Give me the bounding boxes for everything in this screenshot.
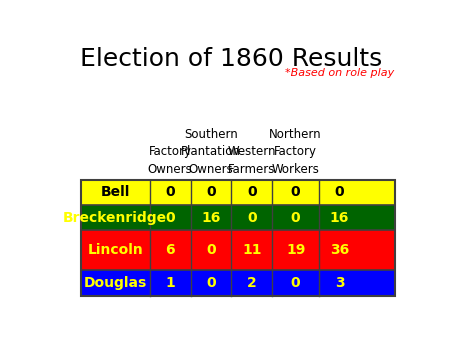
Text: 6: 6 [165,243,175,257]
Text: 0: 0 [165,185,175,199]
Text: Douglas: Douglas [84,276,147,290]
Text: 0: 0 [206,276,216,290]
Text: 0: 0 [247,211,256,224]
Text: 0: 0 [165,211,175,224]
Bar [81,180,395,205]
Text: Northern: Northern [270,128,322,141]
Text: 0: 0 [291,211,301,224]
Text: 0: 0 [206,185,216,199]
Text: 3: 3 [335,276,344,290]
Text: Farmers: Farmers [228,163,275,175]
Text: 16: 16 [330,211,349,224]
Text: 36: 36 [330,243,349,257]
Text: Lincoln: Lincoln [87,243,143,257]
Text: 0: 0 [291,185,301,199]
Text: Owners: Owners [148,163,193,175]
Text: Breckenridge: Breckenridge [63,211,167,224]
Text: 1: 1 [165,276,175,290]
Bar [81,270,395,296]
Text: Workers: Workers [272,163,320,175]
Text: 0: 0 [291,276,301,290]
Text: 0: 0 [335,185,344,199]
Text: 0: 0 [247,185,256,199]
Text: Southern: Southern [184,128,238,141]
Text: 0: 0 [206,243,216,257]
Text: 16: 16 [201,211,220,224]
Text: Election of 1860 Results: Election of 1860 Results [80,47,382,71]
Text: *Based on role play: *Based on role play [285,68,395,78]
Text: Factory: Factory [148,145,192,158]
Text: 19: 19 [286,243,306,257]
Text: 2: 2 [247,276,256,290]
Text: Western: Western [227,145,276,158]
Bar [81,205,395,230]
Text: 11: 11 [242,243,261,257]
Text: Plantation: Plantation [181,145,241,158]
Text: Owners: Owners [189,163,233,175]
Text: Bell: Bell [100,185,130,199]
Text: Factory: Factory [274,145,317,158]
